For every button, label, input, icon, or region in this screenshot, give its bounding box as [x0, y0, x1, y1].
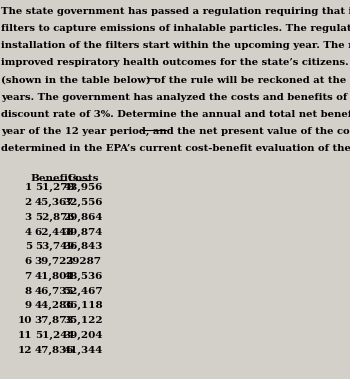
Text: 39,204: 39,204 [63, 331, 103, 340]
Text: Benefits: Benefits [30, 174, 79, 183]
Text: 6: 6 [25, 257, 32, 266]
Text: 12: 12 [17, 346, 32, 354]
Text: 11: 11 [17, 331, 32, 340]
Text: 9: 9 [25, 301, 32, 310]
Text: year of the 12 year period, and the net present value of the completed project, : year of the 12 year period, and the net … [1, 127, 350, 136]
Text: 39,723: 39,723 [35, 257, 74, 266]
Text: 52,876: 52,876 [35, 213, 74, 222]
Text: years. The government has analyzed the costs and benefits of the regulation at a: years. The government has analyzed the c… [1, 93, 350, 102]
Text: 47,836: 47,836 [35, 346, 74, 354]
Text: discount rate of 3%. Determine the annual and total net benefits of the project : discount rate of 3%. Determine the annua… [1, 110, 350, 119]
Text: 46,735: 46,735 [35, 287, 74, 296]
Text: installation of the filters start within the upcoming year. The rule is expected: installation of the filters start within… [1, 41, 350, 50]
Text: (shown in the table below) of the rule will be reckoned at the end of each of th: (shown in the table below) of the rule w… [1, 76, 350, 85]
Text: 35,122: 35,122 [63, 316, 103, 325]
Text: 3: 3 [25, 213, 32, 222]
Text: 37,873: 37,873 [35, 316, 74, 325]
Text: 39,874: 39,874 [63, 227, 103, 236]
Text: determined in the EPA’s current cost-benefit evaluation of the project..: determined in the EPA’s current cost-ben… [1, 144, 350, 153]
Text: 4: 4 [25, 227, 32, 236]
Text: 52,467: 52,467 [63, 287, 103, 296]
Text: 29,864: 29,864 [63, 213, 103, 222]
Text: 51,278: 51,278 [35, 183, 74, 193]
Text: 43,956: 43,956 [63, 183, 103, 193]
Text: 62,448: 62,448 [35, 227, 74, 236]
Text: 10: 10 [17, 316, 32, 325]
Text: improved respiratory health outcomes for the state’s citizens. The benefits and : improved respiratory health outcomes for… [1, 58, 350, 67]
Text: 5: 5 [25, 242, 32, 251]
Text: 2: 2 [25, 198, 32, 207]
Text: 1: 1 [25, 183, 32, 192]
Text: 41,804: 41,804 [35, 272, 74, 281]
Text: 51,244: 51,244 [35, 331, 74, 340]
Text: 45,367: 45,367 [35, 198, 74, 207]
Text: 32,556: 32,556 [63, 198, 103, 207]
Text: 44,286: 44,286 [35, 301, 74, 310]
Text: 53,749: 53,749 [35, 242, 74, 251]
Text: Costs: Costs [67, 174, 99, 183]
Text: The state government has passed a regulation requiring that individual sources i: The state government has passed a regula… [1, 7, 350, 16]
Text: 36,843: 36,843 [63, 242, 103, 251]
Text: 7: 7 [25, 272, 32, 281]
Text: 41,344: 41,344 [63, 346, 103, 354]
Text: 36,118: 36,118 [63, 301, 103, 310]
Text: 29287: 29287 [65, 257, 101, 266]
Text: filters to capture emissions of inhalable particles. The regulation will require: filters to capture emissions of inhalabl… [1, 24, 350, 33]
Text: 48,536: 48,536 [63, 272, 103, 281]
Text: 8: 8 [25, 287, 32, 296]
